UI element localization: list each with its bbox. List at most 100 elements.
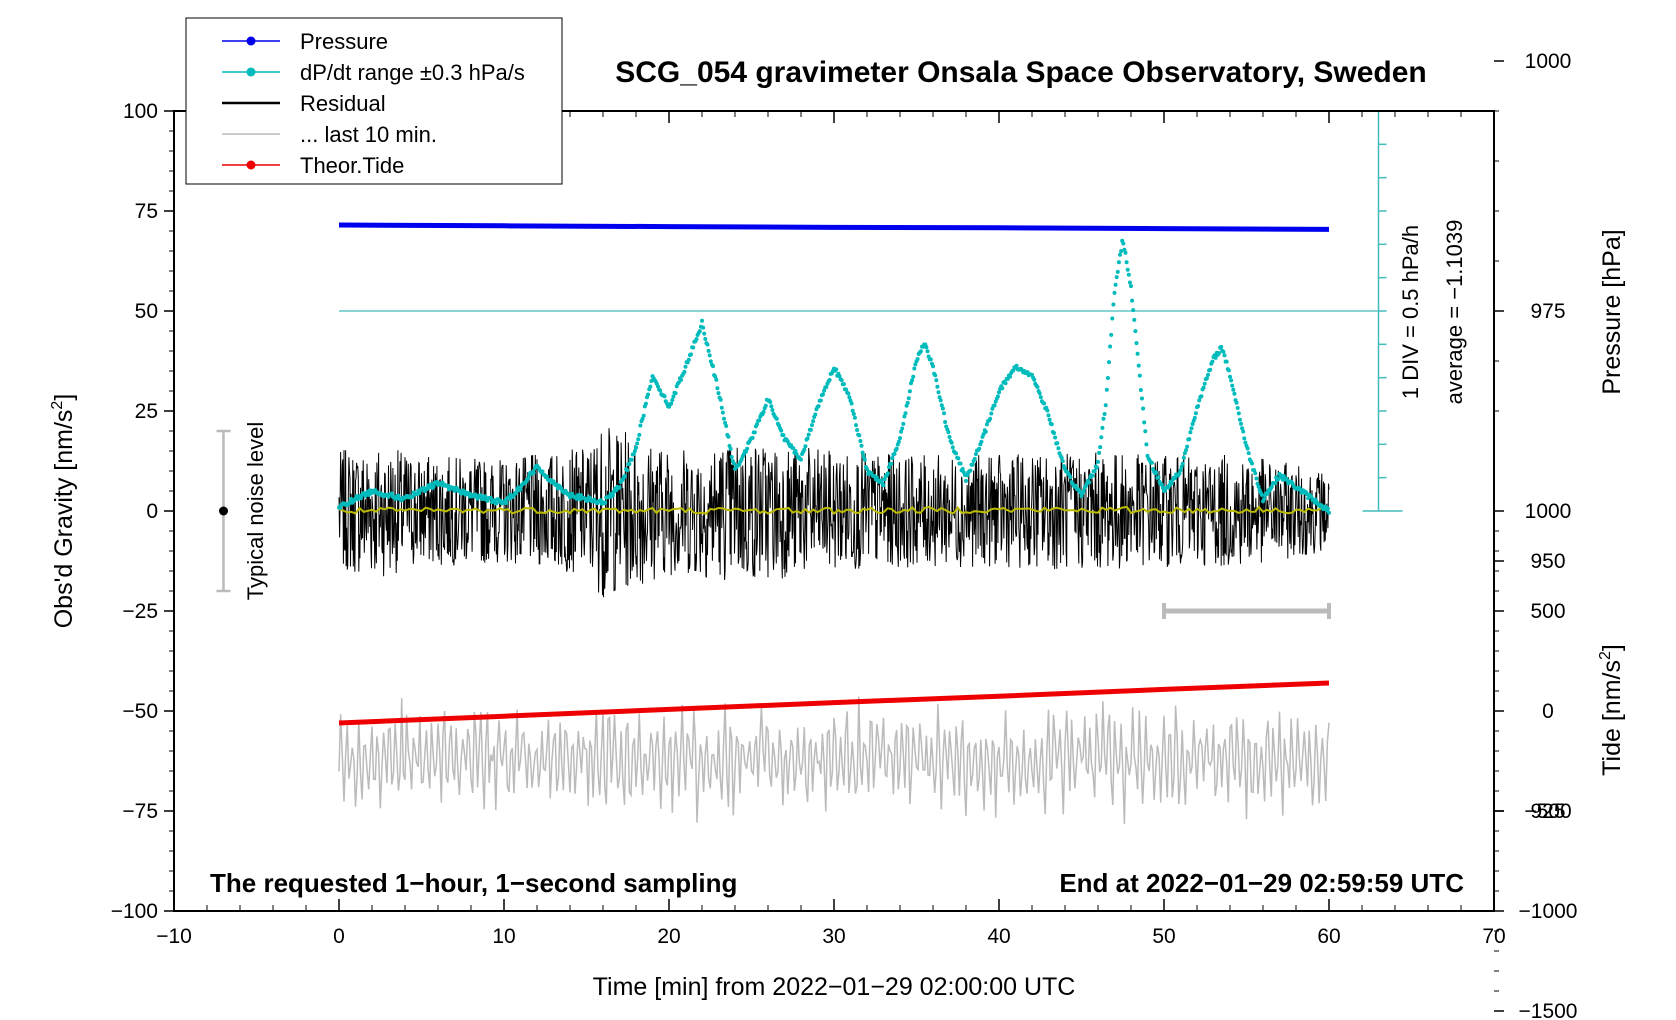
y-axis-label-tide: Tide [nm/s2] xyxy=(1597,644,1626,776)
dpdt-point xyxy=(946,430,951,435)
pressure-tick-label: 925 xyxy=(1530,800,1565,823)
dpdt-point xyxy=(658,388,663,393)
dpdt-point xyxy=(1180,461,1185,466)
dpdt-point xyxy=(1140,396,1144,401)
dpdt-point xyxy=(1169,481,1174,486)
dpdt-point xyxy=(1110,316,1115,321)
dpdt-point xyxy=(757,418,762,423)
dpdt-point xyxy=(1181,455,1186,460)
dpdt-point xyxy=(1159,482,1164,487)
dpdt-point xyxy=(1046,413,1051,418)
rate-scale-label: 1 DIV = 0.5 hPa/h xyxy=(1398,225,1423,399)
dpdt-point xyxy=(1096,459,1100,464)
dpdt-point xyxy=(928,357,933,362)
dpdt-point xyxy=(793,448,798,453)
dpdt-point xyxy=(1219,344,1224,349)
dpdt-point xyxy=(1240,426,1245,431)
dpdt-point xyxy=(983,429,988,434)
dpdt-point xyxy=(389,491,394,496)
pressure-tick-label: 975 xyxy=(1530,300,1565,323)
dpdt-point xyxy=(632,449,637,454)
dpdt-point xyxy=(1098,445,1103,450)
dpdt-point xyxy=(1230,383,1235,388)
dpdt-point xyxy=(1190,422,1195,426)
dpdt-point xyxy=(1265,491,1270,496)
dpdt-point xyxy=(629,457,634,462)
y-tick-label: −25 xyxy=(122,600,158,623)
dpdt-point xyxy=(1149,460,1154,465)
dpdt-point xyxy=(1242,436,1247,441)
dpdt-point xyxy=(763,403,768,408)
dpdt-point xyxy=(781,433,786,438)
dpdt-point xyxy=(1115,269,1120,274)
dpdt-point xyxy=(865,467,869,471)
dpdt-point xyxy=(915,357,920,361)
axes: −10 0 10 20 30 40 50 60 701007550250−25−50−75−10… xyxy=(111,50,1578,1020)
dpdt-point xyxy=(937,395,942,400)
dpdt-point xyxy=(1126,272,1131,277)
dpdt-point xyxy=(739,457,744,462)
legend: Pressure dP/dt range ±0.3 hPa/s Residual..… xyxy=(185,17,563,185)
dpdt-point xyxy=(861,454,866,459)
dpdt-point xyxy=(478,493,483,498)
dpdt-point xyxy=(939,403,944,408)
x-tick-label: 70 xyxy=(1482,925,1505,948)
dpdt-point xyxy=(851,412,856,416)
dpdt-point xyxy=(805,436,810,441)
dpdt-point xyxy=(1179,464,1184,469)
dpdt-point xyxy=(1204,376,1209,381)
dpdt-point xyxy=(544,474,549,479)
dpdt-point xyxy=(722,416,726,421)
dpdt-point xyxy=(855,428,860,432)
dpdt-point xyxy=(494,501,499,506)
dpdt-point xyxy=(912,366,917,371)
dpdt-point xyxy=(1045,408,1050,413)
dpdt-point xyxy=(834,367,839,372)
dpdt-point xyxy=(803,444,808,449)
tide-tick-label: 500 xyxy=(1530,600,1565,623)
dpdt-point xyxy=(755,422,759,427)
dpdt-point xyxy=(1138,388,1143,392)
dpdt-point xyxy=(636,437,641,442)
dpdt-point xyxy=(1003,381,1008,386)
dpdt-point xyxy=(724,424,729,428)
dpdt-point xyxy=(1121,241,1126,246)
residual-mean-line xyxy=(338,505,1330,516)
dpdt-point xyxy=(1123,250,1128,255)
dpdt-point xyxy=(1000,386,1005,391)
dpdt-point xyxy=(1193,411,1198,416)
dpdt-point xyxy=(1141,406,1146,411)
dpdt-point xyxy=(997,390,1001,395)
pressure-tick-label: 1000 xyxy=(1525,50,1572,73)
dpdt-point xyxy=(396,493,401,498)
dpdt-point xyxy=(839,378,844,383)
dpdt-point xyxy=(822,388,827,393)
dpdt-point xyxy=(909,381,913,386)
dpdt-point xyxy=(1182,451,1187,456)
dpdt-point xyxy=(896,439,901,444)
dpdt-point xyxy=(988,416,993,421)
dpdt-series xyxy=(337,238,1331,515)
x-tick-label: 40 xyxy=(987,925,1010,948)
theor-tide-line xyxy=(338,680,1330,726)
dpdt-point xyxy=(849,401,854,406)
dpdt-point xyxy=(1113,282,1118,287)
dpdt-point xyxy=(1178,468,1183,473)
dpdt-point xyxy=(802,447,807,452)
dpdt-point xyxy=(837,374,842,379)
dpdt-point xyxy=(989,411,994,416)
dpdt-point xyxy=(617,485,622,490)
x-tick-label: 10 xyxy=(492,925,515,948)
dpdt-point xyxy=(662,394,667,399)
dpdt-point xyxy=(813,412,818,417)
dpdt-point xyxy=(648,384,653,389)
dpdt-point xyxy=(1118,252,1122,257)
dpdt-point xyxy=(808,427,813,432)
dpdt-point xyxy=(1202,381,1207,386)
dpdt-point xyxy=(1226,368,1231,373)
dpdt-point xyxy=(625,468,630,473)
dpdt-point xyxy=(1213,355,1218,360)
dpdt-point xyxy=(887,465,891,470)
dpdt-point xyxy=(913,362,918,367)
dpdt-point xyxy=(925,349,930,354)
